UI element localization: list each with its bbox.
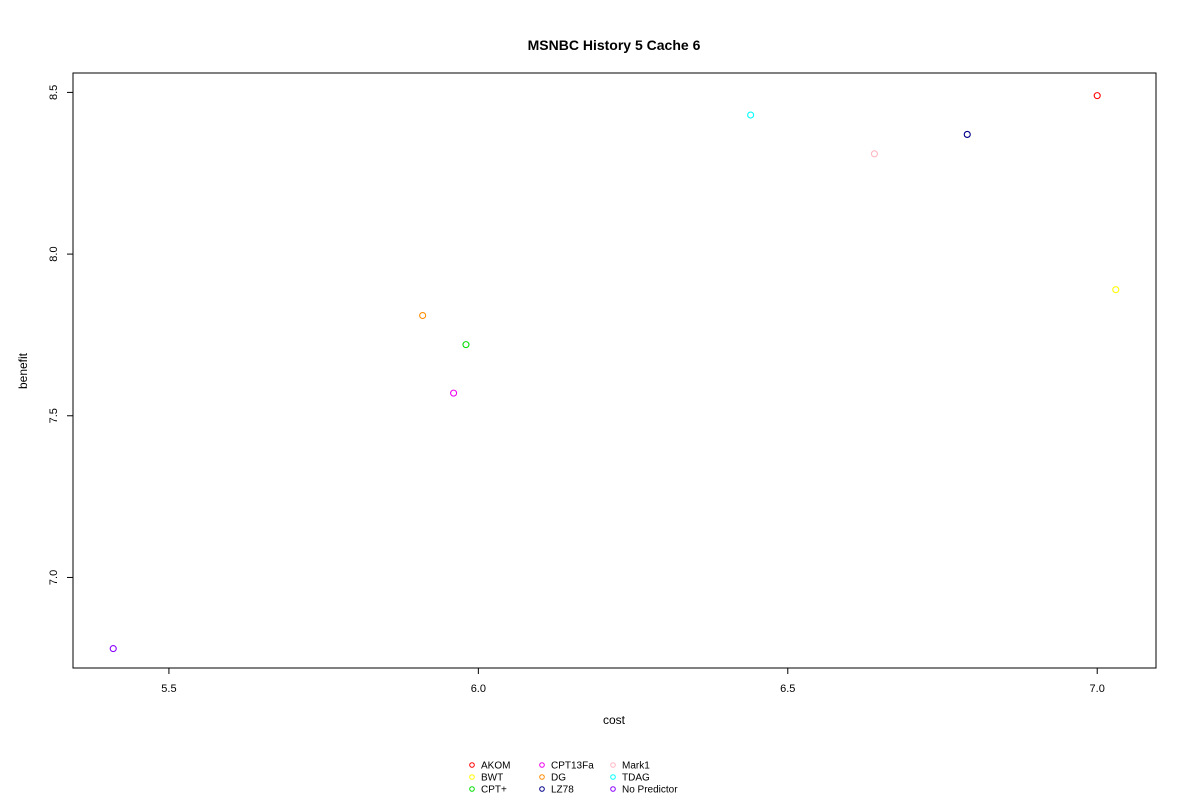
point-mark1	[870, 150, 878, 158]
legend-label-akom: AKOM	[481, 761, 510, 772]
x-tick-label: 6.5	[780, 683, 795, 695]
point-cpt13fa	[450, 389, 458, 397]
legend-marker-bwt	[469, 774, 475, 780]
legend-label-tdag: TDAG	[622, 773, 650, 784]
y-tick-label: 7.0	[48, 570, 60, 585]
point-cpt	[462, 341, 470, 349]
legend-label-lz78: LZ78	[551, 785, 574, 796]
x-axis-label: cost	[603, 713, 626, 727]
legend-label-cpt13fa: CPT13Fa	[551, 761, 594, 772]
legend-label-bwt: BWT	[481, 773, 503, 784]
x-axis: 5.5 6.0 6.5 7.0	[161, 668, 1105, 695]
legend-label-mark1: Mark1	[622, 761, 650, 772]
y-tick-label: 8.0	[48, 246, 60, 261]
legend-marker-mark1	[610, 762, 616, 768]
point-lz78	[963, 130, 971, 138]
y-axis-label: benefit	[16, 352, 30, 389]
legend-marker-tdag	[610, 774, 616, 780]
chart-title: MSNBC History 5 Cache 6	[528, 37, 701, 53]
legend-label-no-predictor: No Predictor	[622, 785, 678, 796]
legend-label-dg: DG	[551, 773, 566, 784]
legend-label-cpt: CPT+	[481, 785, 507, 796]
y-tick-label: 7.5	[48, 408, 60, 423]
legend-marker-akom	[469, 762, 475, 768]
legend-marker-lz78	[539, 786, 545, 792]
data-points	[109, 92, 1120, 653]
point-tdag	[747, 111, 755, 119]
legend-marker-no-predictor	[610, 786, 616, 792]
x-tick-label: 7.0	[1090, 683, 1105, 695]
point-bwt	[1112, 286, 1120, 294]
y-tick-label: 8.5	[48, 85, 60, 100]
y-axis: 7.0 7.5 8.0 8.5	[48, 85, 73, 585]
legend-marker-cpt13fa	[539, 762, 545, 768]
legend-marker-cpt	[469, 786, 475, 792]
point-akom	[1093, 92, 1101, 100]
point-dg	[419, 311, 427, 320]
legend-marker-dg	[539, 774, 545, 780]
x-tick-label: 6.0	[471, 683, 486, 695]
x-tick-label: 5.5	[161, 683, 176, 695]
point-no-predictor	[109, 645, 117, 653]
plot-frame	[72, 72, 1157, 669]
